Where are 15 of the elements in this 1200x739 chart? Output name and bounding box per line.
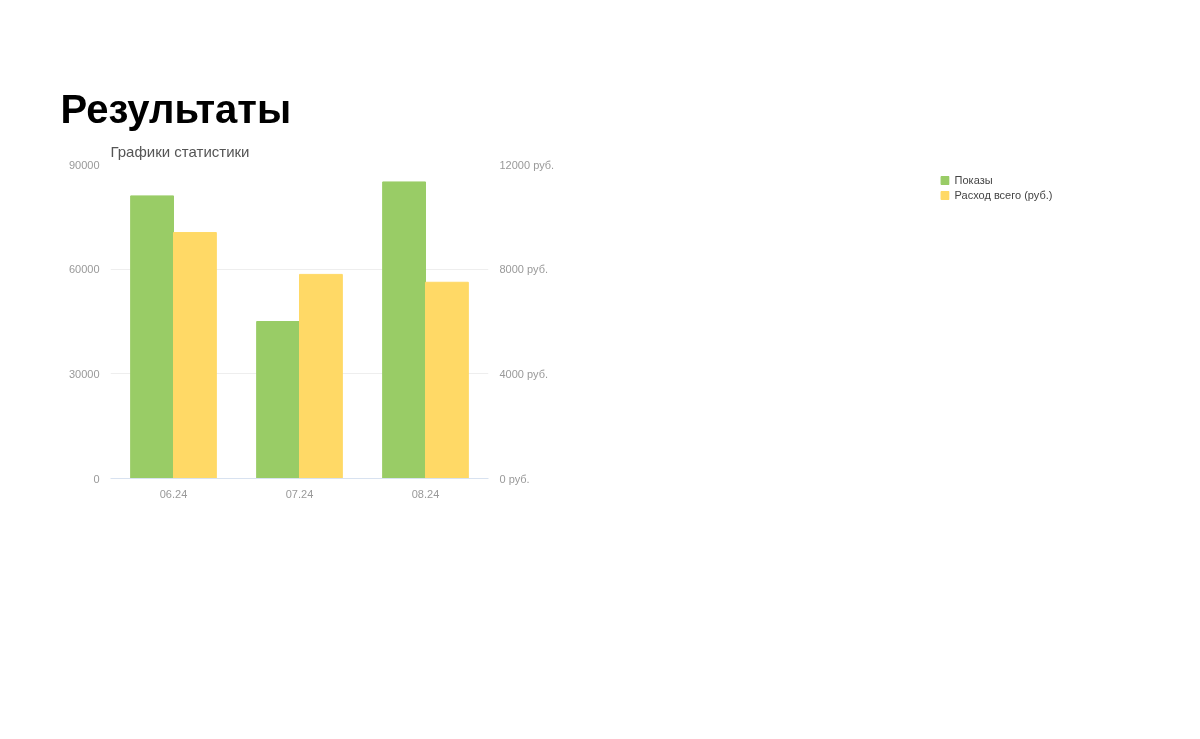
y2-tick-label: 8000 руб. bbox=[499, 263, 549, 276]
y2-tick-label: 12000 руб. bbox=[499, 158, 555, 171]
x-tick-label: 06.24 bbox=[159, 487, 188, 500]
x-tick-label: 08.24 bbox=[411, 487, 440, 500]
y2-tick-label: 4000 руб. bbox=[499, 367, 549, 380]
y-tick-label: 90000 bbox=[68, 158, 100, 171]
y-tick-label: 60000 bbox=[68, 263, 100, 276]
legend-label: Показы bbox=[954, 174, 993, 186]
y-tick-label: 0 bbox=[93, 472, 100, 485]
legend-label: Расход всего (руб.) bbox=[954, 189, 1053, 201]
chart-title: Результаты bbox=[60, 86, 292, 131]
chart-subtitle: Графики статистики bbox=[110, 142, 250, 160]
x-tick-label: 07.24 bbox=[285, 487, 314, 500]
y-tick-label: 30000 bbox=[68, 367, 100, 380]
y2-tick-label: 0 руб. bbox=[499, 472, 530, 485]
